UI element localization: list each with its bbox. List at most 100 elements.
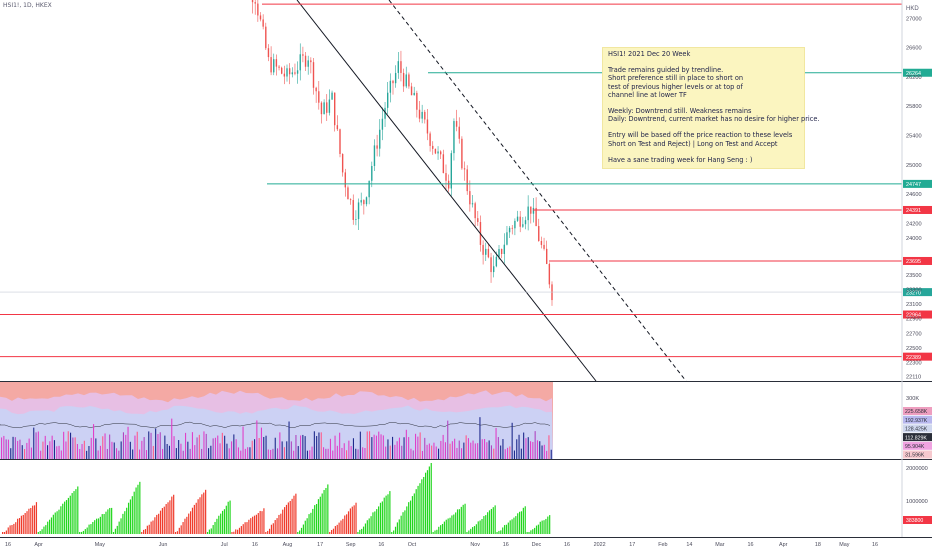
oscillator-tick-label: 1000000 bbox=[906, 499, 928, 505]
volume-bar bbox=[320, 432, 322, 459]
oscillator-bar bbox=[173, 494, 175, 534]
oscillator-bar bbox=[293, 495, 295, 534]
oscillator-bar bbox=[158, 513, 160, 534]
volume-bar bbox=[421, 450, 423, 459]
oscillator-bar bbox=[404, 510, 406, 534]
volume-bar bbox=[35, 432, 37, 459]
volume-bar bbox=[3, 435, 5, 459]
oscillator-bar bbox=[174, 532, 177, 534]
oscillator-bar bbox=[127, 502, 130, 534]
volume-pane: 300K 225.658K 192.937K 128.425K 112.829K 95.9… bbox=[0, 382, 932, 459]
volume-bar bbox=[118, 450, 120, 459]
oscillator-bar bbox=[107, 509, 109, 534]
candle-body bbox=[286, 68, 288, 77]
time-tick-label: 17 bbox=[629, 542, 635, 548]
volume-bar bbox=[122, 432, 124, 459]
candle-body bbox=[347, 187, 349, 200]
volume-bar bbox=[178, 440, 180, 459]
oscillator-bar bbox=[109, 507, 111, 534]
last-price-label: 23270 bbox=[906, 290, 921, 296]
oscillator-bar bbox=[22, 514, 24, 534]
volume-bar bbox=[366, 431, 368, 459]
time-tick-label: Aug bbox=[283, 542, 293, 548]
volume-bar bbox=[134, 435, 136, 459]
candle-body bbox=[394, 72, 397, 84]
time-tick-label: 16 bbox=[564, 542, 570, 548]
volume-bar bbox=[256, 420, 258, 459]
candle-body bbox=[326, 102, 328, 113]
oscillator-bar bbox=[479, 520, 481, 534]
volume-bar bbox=[125, 434, 127, 459]
oscillator-bar bbox=[124, 511, 126, 534]
volume-bar bbox=[67, 431, 69, 459]
oscillator-bar bbox=[398, 519, 400, 534]
candle-body bbox=[320, 102, 323, 115]
volume-bar bbox=[302, 434, 304, 459]
volume-bar bbox=[304, 436, 306, 459]
candle-body bbox=[506, 232, 508, 245]
candle-body bbox=[440, 151, 442, 155]
volume-bar bbox=[212, 438, 214, 459]
volume-bar bbox=[394, 444, 396, 459]
oscillator-bar bbox=[250, 518, 252, 534]
volume-bar bbox=[129, 441, 131, 459]
symbol-header: HSI1!, 1D, HKEX bbox=[3, 2, 52, 9]
volume-bar bbox=[70, 432, 72, 459]
analysis-note[interactable]: HSI1! 2021 Dec 20 Week Trade remains gui… bbox=[602, 47, 820, 169]
candle-body bbox=[519, 216, 521, 227]
oscillator-bar bbox=[359, 529, 361, 534]
oscillator-bar bbox=[33, 505, 36, 534]
note-line: Entry will be based off the price reacti… bbox=[608, 131, 793, 140]
volume-bar bbox=[148, 431, 150, 459]
volume-bar bbox=[456, 447, 458, 459]
oscillator-bar bbox=[176, 531, 179, 534]
volume-bar bbox=[56, 446, 58, 459]
volume-bar bbox=[175, 448, 177, 459]
volume-value-label: 95.904K bbox=[905, 444, 925, 450]
price-tick-label: 22700 bbox=[906, 331, 922, 337]
volume-bar bbox=[219, 443, 221, 459]
candle-body bbox=[532, 207, 535, 214]
volume-bar bbox=[263, 436, 265, 459]
volume-bar bbox=[513, 450, 515, 459]
oscillator-bar bbox=[39, 531, 41, 534]
volume-bar bbox=[171, 418, 173, 459]
volume-bar bbox=[164, 435, 166, 459]
volume-bar bbox=[474, 443, 476, 459]
volume-bar bbox=[502, 439, 504, 459]
volume-bar bbox=[37, 431, 39, 459]
oscillator-bar bbox=[460, 506, 462, 534]
volume-bar bbox=[380, 434, 382, 459]
oscillator-bar bbox=[252, 516, 254, 534]
volume-bar bbox=[362, 447, 364, 459]
oscillator-bar bbox=[237, 529, 239, 534]
time-axis: 16 Apr May Jun Jul 16 Aug 17 Sep 16 Oct Nov 16 Dec 16 2… bbox=[5, 542, 878, 548]
oscillator-bar bbox=[417, 485, 419, 534]
volume-bar bbox=[449, 443, 451, 459]
candle-body bbox=[535, 207, 537, 227]
oscillator-bar bbox=[517, 513, 519, 534]
candle-body bbox=[294, 72, 296, 74]
candle-body bbox=[331, 92, 333, 100]
volume-bar bbox=[7, 439, 9, 459]
price-tick-label: 25800 bbox=[906, 104, 922, 110]
volume-bar bbox=[438, 448, 440, 459]
oscillator-bar bbox=[45, 525, 47, 534]
oscillator-bar bbox=[534, 527, 536, 534]
oscillator-bar bbox=[238, 527, 241, 534]
oscillator-bar bbox=[133, 491, 135, 534]
volume-bar bbox=[300, 435, 302, 459]
oscillator-bar bbox=[411, 496, 414, 534]
oscillator-bar bbox=[58, 509, 60, 534]
candle-body bbox=[307, 60, 309, 67]
oscillator-bar bbox=[79, 532, 81, 534]
oscillator-bar bbox=[374, 511, 376, 534]
time-tick-label: 2022 bbox=[594, 542, 606, 548]
price-level-tag bbox=[903, 179, 932, 188]
oscillator-bar bbox=[535, 525, 538, 534]
volume-bar bbox=[369, 431, 371, 459]
volume-bar bbox=[412, 450, 414, 459]
volume-bar bbox=[509, 446, 511, 459]
volume-bar bbox=[33, 427, 35, 459]
pane-separators bbox=[0, 381, 932, 538]
